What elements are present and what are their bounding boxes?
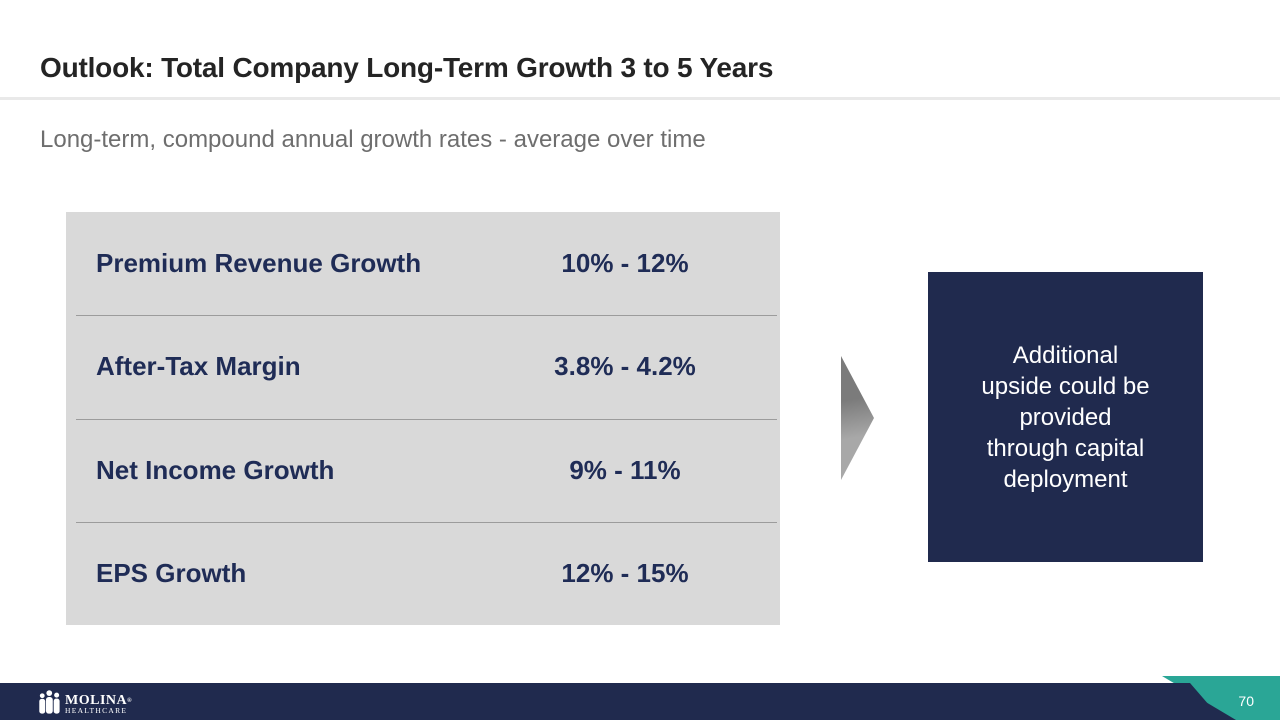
page-title: Outlook: Total Company Long-Term Growth … <box>40 52 774 83</box>
callout-line: provided <box>1019 403 1112 431</box>
metric-value: 9% - 11% <box>569 454 681 485</box>
row-separator <box>76 418 777 420</box>
row-separator <box>76 521 777 523</box>
callout-line: deployment <box>1003 465 1128 493</box>
metric-value: 10% - 12% <box>561 248 689 279</box>
table-row: Premium Revenue Growth 10% - 12% <box>66 212 780 315</box>
callout-line: upside could be <box>981 372 1150 400</box>
logo-subtitle: HEALTHCARE <box>65 706 128 715</box>
metric-label: After-Tax Margin <box>96 351 301 382</box>
logo-text: MOLINA® HEALTHCARE <box>65 693 133 715</box>
right-arrow-icon <box>841 356 874 480</box>
slide-subtitle: Long-term, compound annual growth rates … <box>40 126 706 153</box>
row-separator <box>76 315 777 317</box>
metric-label: Premium Revenue Growth <box>96 248 422 279</box>
metric-value: 3.8% - 4.2% <box>554 351 696 382</box>
table-row: Net Income Growth 9% - 11% <box>66 418 780 522</box>
registered-mark: ® <box>127 698 133 704</box>
callout-line: through capital <box>986 434 1145 462</box>
table-row: After-Tax Margin 3.8% - 4.2% <box>66 315 780 418</box>
page-number: 70 <box>1238 693 1254 709</box>
metric-label: EPS Growth <box>96 557 247 588</box>
molina-logo: MOLINA® HEALTHCARE <box>38 689 132 715</box>
table-row: EPS Growth 12% - 15% <box>66 521 780 625</box>
callout-box: Additional upside could be provided thro… <box>928 272 1203 562</box>
metric-value: 12% - 15% <box>561 557 689 588</box>
footer-bar <box>0 683 1280 720</box>
growth-table: Premium Revenue Growth 10% - 12% After-T… <box>66 212 780 625</box>
header-divider <box>0 97 1280 100</box>
callout-text: Additional upside could be provided thro… <box>981 340 1149 495</box>
metric-label: Net Income Growth <box>96 454 335 485</box>
callout-line: Additional <box>1012 341 1119 369</box>
molina-family-icon <box>39 690 60 714</box>
corner-accent <box>1160 676 1280 720</box>
logo-name: MOLINA® <box>65 693 133 708</box>
